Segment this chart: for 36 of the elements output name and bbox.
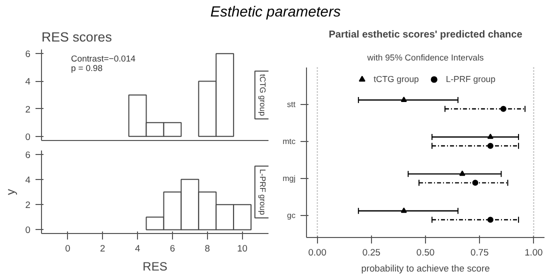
chart-title: Partial esthetic scores' predicted chance xyxy=(328,30,523,40)
chart-subtitle: with 95% Confidence Intervals xyxy=(366,52,484,62)
x-tick-label: 0.75 xyxy=(470,248,489,258)
x-tick-label: 2 xyxy=(100,244,106,254)
x-tick-label: 4 xyxy=(134,244,140,254)
y-tick-label: mgj xyxy=(282,174,296,183)
y-tick-label: 0 xyxy=(25,132,31,142)
x-tick-label: 0 xyxy=(65,244,70,254)
text: 1.00 xyxy=(524,248,543,258)
legend-label: L-PRF group xyxy=(446,74,496,84)
y-tick-label: 4 xyxy=(25,174,31,185)
y-tick-label: 6 xyxy=(25,49,31,60)
y-tick-label: 4 xyxy=(25,76,31,87)
y-tick-label: 0 xyxy=(25,225,31,236)
y-tick-label: mtc xyxy=(282,136,296,146)
legend-label: tCTG group xyxy=(374,74,419,84)
y-tick-label: 2 xyxy=(25,200,31,210)
x-tick-label: 0.25 xyxy=(362,248,380,258)
y-tick-label: 6 xyxy=(25,150,31,160)
text: 0.50 xyxy=(416,248,435,258)
y-tick-label: 2 xyxy=(25,104,31,114)
y-tick-label: stt xyxy=(287,100,296,109)
annotation: p = 0.98 xyxy=(71,62,103,73)
text: Esthetic parameters xyxy=(210,4,342,21)
text: 0.00 xyxy=(308,248,326,258)
x-tick-label: 8 xyxy=(204,244,210,254)
x-tick-label: 6 xyxy=(170,244,176,254)
annotation: tCTG group xyxy=(258,74,267,116)
annotation: Contrast=−0.014 xyxy=(71,53,136,64)
x-axis-title: RES xyxy=(142,260,168,274)
x-tick-label: 10 xyxy=(237,244,248,254)
chart-title: RES scores xyxy=(42,30,112,44)
x-axis-title: probability to achieve the score xyxy=(361,264,490,274)
y-tick-label: gc xyxy=(287,210,296,220)
annotation: L-PRF group xyxy=(258,169,267,216)
y-axis-title: y xyxy=(3,189,18,195)
